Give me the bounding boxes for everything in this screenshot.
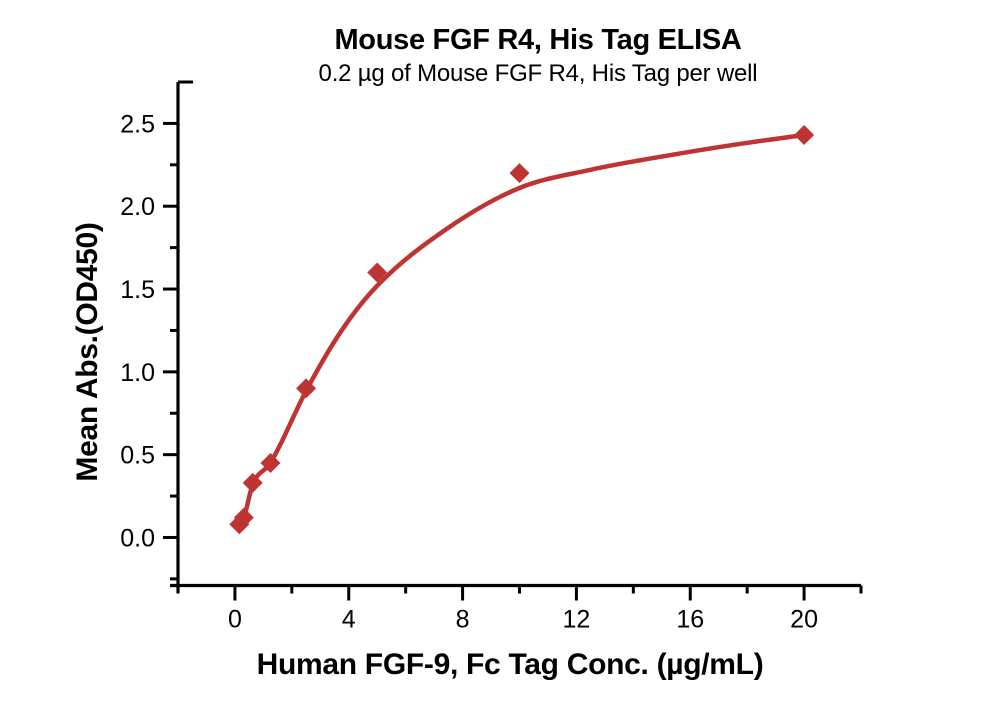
chart-title: Mouse FGF R4, His Tag ELISA [334,24,742,56]
x-tick-label: 0 [228,606,242,634]
data-point-diamond [260,452,281,473]
x-axis-label: Human FGF-9, Fc Tag Conc. (µg/mL) [256,648,764,681]
x-tick-label: 4 [342,606,356,634]
data-point-diamond [233,507,254,528]
data-point-diamond [367,262,388,283]
y-tick-label: 2.0 [120,193,155,221]
y-tick-label: 1.5 [120,276,155,304]
data-point-diamond [509,163,530,184]
y-tick-label: 0.5 [120,442,155,470]
data-point-diamond [794,125,815,145]
x-tick-label: 12 [563,606,591,634]
y-tick-label: 0.0 [120,524,155,552]
y-tick-label: 2.5 [120,110,155,138]
chart-subtitle: 0.2 µg of Mouse FGF R4, His Tag per well [318,60,758,87]
y-tick-label: 1.0 [120,359,155,387]
data-point-diamond [296,378,317,399]
fit-curve [237,132,807,527]
x-tick-label: 8 [456,606,470,634]
x-tick-label: 16 [676,606,704,634]
x-tick-label: 20 [790,606,818,634]
data-point-diamond [242,472,263,493]
